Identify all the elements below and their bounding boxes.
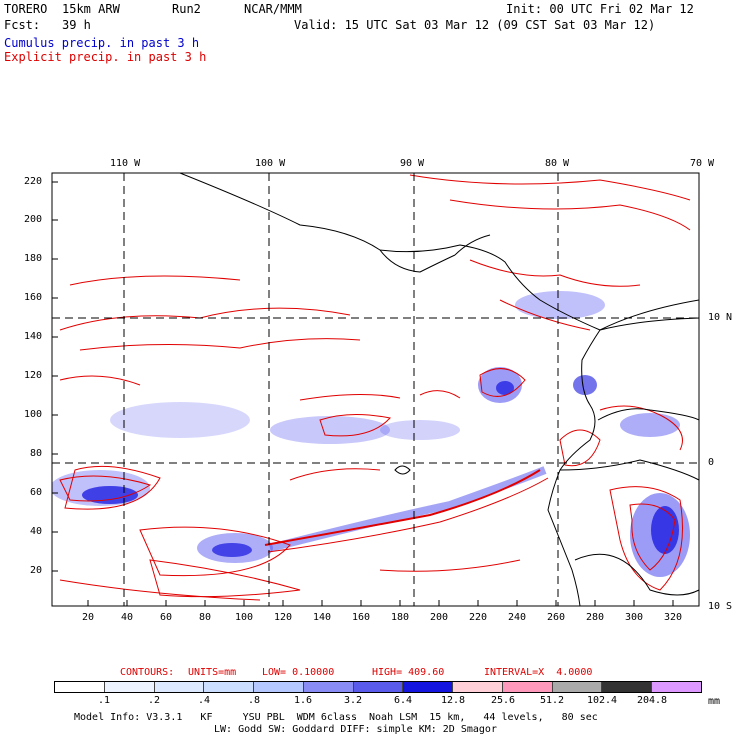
contours-high: HIGH= 409.60 (372, 667, 445, 678)
latlon-grid (52, 173, 699, 606)
org-label: NCAR/MMM (244, 2, 302, 16)
explicit-precip-label: Explicit precip. in past 3 h (4, 50, 207, 64)
colorbar-swatch-6 (303, 682, 354, 692)
colorbar-swatch-12 (602, 682, 653, 692)
y-tick-140: 140 (24, 331, 43, 342)
coastlines (179, 173, 699, 606)
forecast-hour: 39 h (62, 18, 91, 32)
model-info: Model Info: V3.3.1 KF YSU PBL WDM 6class… (74, 712, 598, 723)
colorbar-label-1-6: 1.6 (293, 695, 313, 706)
colorbar-label-12-8: 12.8 (440, 695, 466, 706)
colorbar-unit: mm (708, 696, 721, 707)
contours-units: UNITS=mm (188, 667, 237, 678)
x-tick-280: 280 (586, 612, 605, 623)
y-tick-220: 220 (24, 176, 43, 187)
y-tick-160: 160 (24, 292, 43, 303)
colorbar-swatch-7 (353, 682, 404, 692)
y-tick-80: 80 (30, 448, 43, 459)
colorbar-label-3-2: 3.2 (343, 695, 363, 706)
x-tick-240: 240 (508, 612, 527, 623)
x-tick-60: 60 (160, 612, 173, 623)
colorbar-label-51-2: 51.2 (539, 695, 565, 706)
colorbar-swatch-9 (453, 682, 503, 692)
colorbar-label-25-6: 25.6 (490, 695, 516, 706)
contours-low: LOW= 0.10000 (262, 667, 335, 678)
colorbar-label-0-4: .4 (197, 695, 211, 706)
colorbar-label-204-8: 204.8 (636, 695, 668, 706)
colorbar-label-0-1: .1 (97, 695, 111, 706)
lon-label-110w: 110 W (110, 158, 141, 169)
lon-label-80w: 80 W (545, 158, 570, 169)
colorbar-swatch-4 (204, 682, 255, 692)
colorbar (54, 681, 702, 693)
map-frame (51, 172, 700, 607)
colorbar-swatch-3 (154, 682, 205, 692)
init-time: Init: 00 UTC Fri 02 Mar 12 (506, 2, 694, 16)
colorbar-swatch-5 (254, 682, 304, 692)
map-background (52, 173, 699, 606)
physics-info: LW: Godd SW: Goddard DIFF: simple KM: 2D… (214, 724, 497, 735)
cumulus-precip-areas (52, 291, 690, 577)
model-name: TORERO (4, 2, 48, 16)
x-tick-120: 120 (274, 612, 293, 623)
lon-label-100w: 100 W (255, 158, 286, 169)
lon-label-90w: 90 W (400, 158, 425, 169)
model-resolution: 15km ARW (62, 2, 120, 16)
lat-label-0: 0 (708, 457, 715, 468)
colorbar-swatch-2 (104, 682, 155, 692)
y-tick-180: 180 (24, 253, 43, 264)
y-tick-60: 60 (30, 487, 43, 498)
colorbar-label-0-8: .8 (247, 695, 261, 706)
colorbar-swatch-8 (403, 682, 454, 692)
run-label: Run2 (172, 2, 201, 16)
x-tick-100: 100 (235, 612, 254, 623)
x-tick-80: 80 (199, 612, 212, 623)
lat-label-10n: 10 N (708, 312, 733, 323)
explicit-precip-contours (59, 174, 691, 601)
x-tick-20: 20 (82, 612, 95, 623)
colorbar-swatch-1 (55, 682, 105, 692)
forecast-label: Fcst: (4, 18, 41, 32)
y-tick-120: 120 (24, 370, 43, 381)
colorbar-swatch-10 (502, 682, 553, 692)
colorbar-label-6-4: 6.4 (393, 695, 413, 706)
x-tick-180: 180 (391, 612, 410, 623)
lat-label-10s: 10 S (708, 601, 733, 612)
y-tick-20: 20 (30, 565, 43, 576)
axis-ticks (52, 181, 674, 606)
y-tick-40: 40 (30, 526, 43, 537)
valid-time: Valid: 15 UTC Sat 03 Mar 12 (09 CST Sat … (294, 18, 656, 32)
x-tick-300: 300 (625, 612, 644, 623)
colorbar-label-102-4: 102.4 (586, 695, 618, 706)
x-tick-220: 220 (469, 612, 488, 623)
lon-label-70w: 70 W (690, 158, 715, 169)
x-tick-140: 140 (313, 612, 332, 623)
x-tick-200: 200 (430, 612, 449, 623)
colorbar-swatch-13 (652, 682, 701, 692)
x-tick-40: 40 (121, 612, 134, 623)
colorbar-label-0-2: .2 (147, 695, 161, 706)
y-tick-100: 100 (24, 409, 43, 420)
cumulus-precip-label: Cumulus precip. in past 3 h (4, 36, 200, 50)
x-tick-160: 160 (352, 612, 371, 623)
colorbar-swatch-11 (552, 682, 603, 692)
contours-label: CONTOURS: (120, 667, 175, 678)
y-tick-200: 200 (24, 214, 43, 225)
x-tick-320: 320 (664, 612, 683, 623)
x-tick-260: 260 (547, 612, 566, 623)
contours-interval: INTERVAL=X 4.0000 (484, 667, 593, 678)
